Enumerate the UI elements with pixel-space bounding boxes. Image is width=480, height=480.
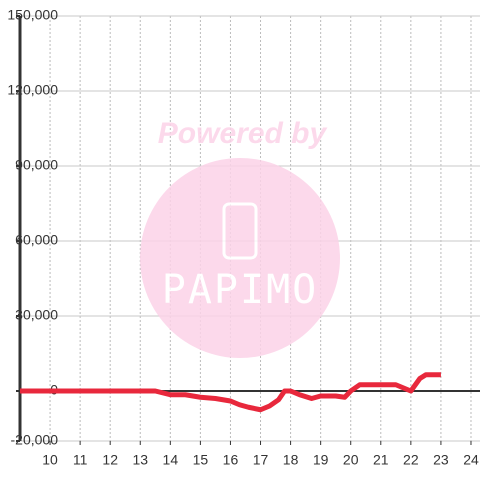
x-tick-label: 22	[403, 452, 419, 468]
x-tick-label: 13	[132, 452, 148, 468]
watermark-caption: Powered by	[158, 117, 328, 150]
x-tick-label: 21	[373, 452, 389, 468]
watermark-logo: PAPIMO	[162, 267, 319, 313]
watermark-phone	[222, 202, 258, 260]
y-tick-label: 150,000	[7, 7, 58, 23]
y-tick-label: 120,000	[7, 82, 58, 98]
x-tick-label: 23	[433, 452, 449, 468]
x-tick-label: 10	[42, 452, 58, 468]
line-series	[20, 372, 441, 413]
x-tick-label: 18	[283, 452, 299, 468]
x-tick-label: 15	[193, 452, 209, 468]
x-tick-label: 12	[102, 452, 118, 468]
x-tick-label: 24	[463, 452, 479, 468]
x-tick-label: 16	[223, 452, 239, 468]
y-tick-label: 90,000	[15, 157, 58, 173]
x-tick-label: 20	[343, 452, 359, 468]
x-tick-label: 19	[313, 452, 329, 468]
x-tick-label: 14	[163, 452, 179, 468]
x-tick-label: 11	[73, 452, 88, 468]
x-tick-label: 17	[253, 452, 269, 468]
watermark: Powered by PAPIMO	[140, 117, 340, 358]
y-tick-label: 60,000	[15, 232, 58, 248]
y-tick-label: -20,000	[11, 432, 59, 448]
y-tick-label: 30,000	[15, 307, 58, 323]
